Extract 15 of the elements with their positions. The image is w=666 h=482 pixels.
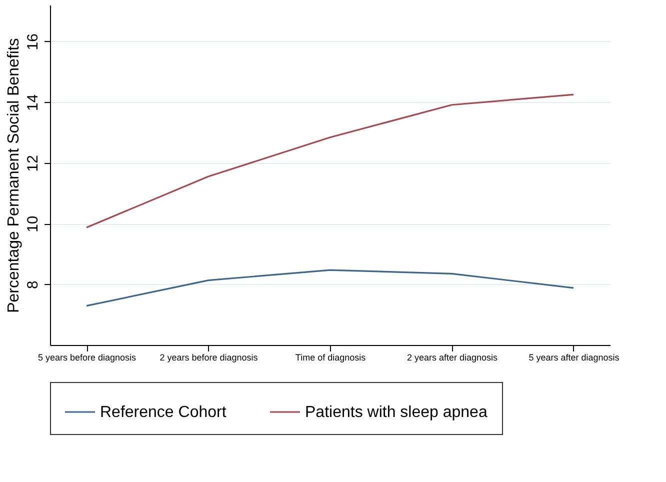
x-tick-label: 5 years after diagnosis: [528, 352, 620, 362]
y-axis-title: Percentage Permanent Social Benefits: [6, 38, 22, 313]
y-tick-label: 10: [24, 216, 42, 232]
x-tick-label: Time of diagnosis: [295, 352, 366, 362]
legend-label: Reference Cohort: [100, 404, 227, 421]
x-tick-label: 2 years after diagnosis: [406, 352, 498, 362]
line-series: [86, 94, 574, 228]
x-tick-label: 2 years before diagnosis: [160, 352, 258, 362]
y-tick-label: 14: [24, 94, 42, 111]
y-tick-label: 16: [24, 34, 42, 50]
y-tick-label: 12: [24, 155, 42, 172]
line-series: [86, 269, 574, 307]
legend-label: Patients with sleep apnea: [305, 404, 488, 421]
x-tick-label: 5 years before diagnosis: [38, 352, 137, 362]
y-tick-label: 8: [24, 280, 42, 289]
